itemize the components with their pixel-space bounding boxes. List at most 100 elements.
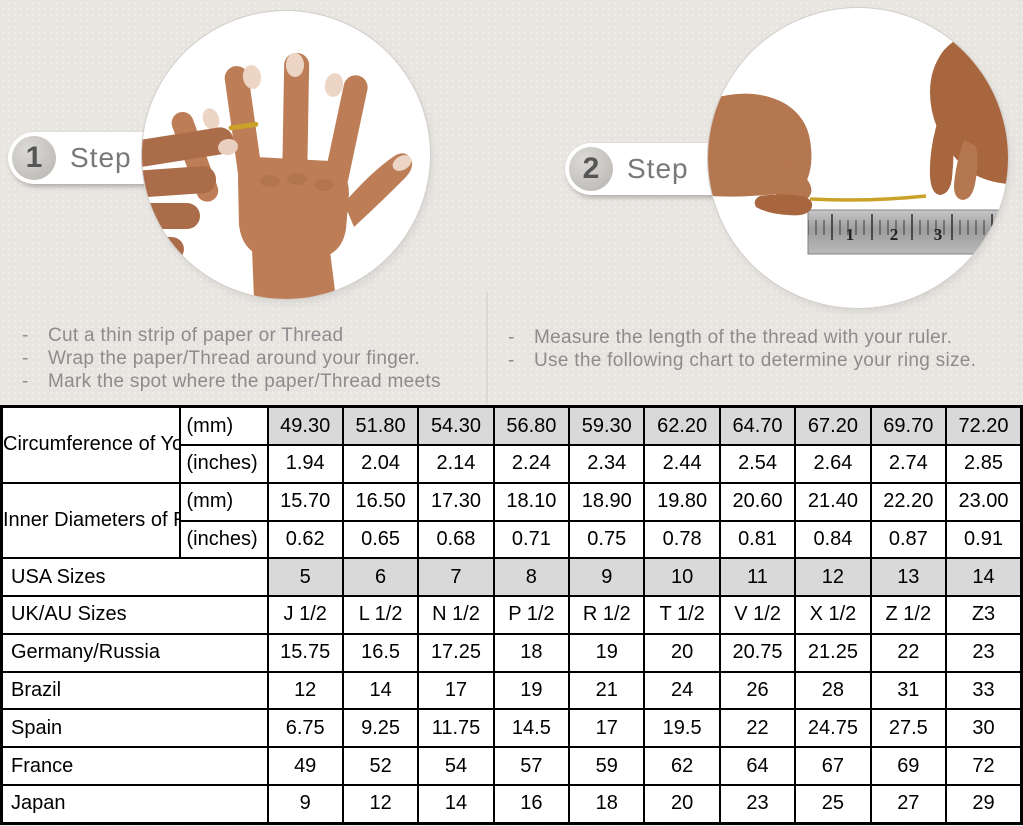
table-row-circumference-mm: Circumference of Your Finger (mm) 49.30 … [0, 405, 1023, 484]
how-to-measure-section: 1 Step 2 Step [0, 0, 1023, 405]
value-cell: 0.62 [266, 519, 344, 560]
value-cell: 22 [718, 708, 797, 749]
value-cell: 18 [492, 632, 571, 673]
value-cell: 24.75 [794, 708, 872, 749]
value-cell: 64 [718, 746, 797, 786]
value-cell: R 1/2 [568, 595, 646, 635]
value-cell: 49 [266, 746, 344, 786]
value-cell: 2.85 [945, 444, 1023, 484]
instruction-text: Use the following chart to determine you… [534, 350, 977, 371]
value-cell: 9 [266, 783, 344, 825]
instruction-line: - Mark the spot where the paper/Thread m… [22, 370, 441, 393]
value-cell: 19.80 [643, 481, 721, 522]
value-cell: 14 [417, 783, 495, 825]
value-cell: 27.5 [869, 708, 948, 749]
value-cell: 2.54 [718, 444, 797, 484]
table-row-germany-russia: Germany/Russia 15.75 16.5 17.25 18 19 20… [0, 632, 1023, 673]
value-cell: 21.25 [794, 632, 872, 673]
table-row-circumference-inches: (inches) 1.94 2.04 2.14 2.24 2.34 2.44 2… [2, 444, 1023, 484]
ring-size-chart-table: Circumference of Your Finger (mm) 49.30 … [0, 405, 1023, 825]
table-row-spain: Spain 6.75 9.25 11.75 14.5 17 19.5 22 24… [0, 708, 1023, 749]
step-1-photo [142, 11, 430, 299]
row-label: UK/AU Sizes [0, 595, 269, 635]
instruction-line: - Wrap the paper/Thread around your fing… [22, 347, 441, 370]
value-cell: 19 [568, 632, 646, 673]
value-cell: 5 [266, 557, 344, 598]
bullet-dash: - [508, 350, 515, 371]
value-cell: 6 [341, 557, 420, 598]
value-cell: 27 [869, 783, 948, 825]
instruction-line: - Measure the length of the thread with … [508, 326, 976, 349]
value-cell: 10 [643, 557, 721, 598]
value-cell: X 1/2 [794, 595, 872, 635]
step-2-number: 2 [569, 147, 613, 191]
value-cell: 16.5 [341, 632, 420, 673]
step-2-label: Step [627, 153, 689, 184]
value-cell: 21.40 [794, 481, 872, 522]
value-cell: 59.30 [568, 405, 646, 447]
value-cell: 30 [945, 708, 1023, 749]
row-label: Brazil [0, 670, 269, 711]
value-cell: 17 [568, 708, 646, 749]
value-cell: 2.34 [568, 444, 646, 484]
value-cell: 22.20 [869, 481, 948, 522]
value-cell: 0.71 [492, 519, 571, 560]
instruction-text: Mark the spot where the paper/Thread mee… [48, 371, 441, 392]
instruction-line: - Cut a thin strip of paper or Thread [22, 324, 441, 347]
value-cell: 49.30 [266, 405, 344, 447]
value-cell: 21 [568, 670, 646, 711]
value-cell: N 1/2 [417, 595, 495, 635]
value-cell: 17 [417, 670, 495, 711]
value-cell: 57 [492, 746, 571, 786]
value-cell: 2.74 [869, 444, 948, 484]
value-cell: 15.75 [266, 632, 344, 673]
value-cell: 6.75 [266, 708, 344, 749]
value-cell: 0.87 [869, 519, 948, 560]
value-cell: T 1/2 [643, 595, 721, 635]
unit-cell: (inches) [178, 519, 269, 560]
value-cell: 12 [266, 670, 344, 711]
value-cell: 14 [945, 557, 1023, 598]
value-cell: 12 [341, 783, 420, 825]
step-2-instructions: - Measure the length of the thread with … [508, 326, 976, 372]
value-cell: 14.5 [492, 708, 571, 749]
value-cell: 8 [492, 557, 571, 598]
row-label: France [0, 746, 269, 786]
value-cell: 15.70 [266, 481, 344, 522]
ruler: 1 2 3 [807, 209, 1008, 255]
value-cell: 72.20 [945, 405, 1023, 447]
value-cell: 1.94 [266, 444, 344, 484]
value-cell: 33 [945, 670, 1023, 711]
table-row-japan: Japan 9 12 14 16 18 20 23 25 27 29 [0, 783, 1023, 825]
table-row-ukau: UK/AU Sizes J 1/2 L 1/2 N 1/2 P 1/2 R 1/… [0, 595, 1023, 635]
value-cell: 72 [945, 746, 1023, 786]
value-cell: 18.90 [568, 481, 646, 522]
value-cell: 51.80 [341, 405, 420, 447]
value-cell: 26 [718, 670, 797, 711]
bullet-dash: - [508, 327, 515, 348]
instruction-text: Measure the length of the thread with yo… [534, 327, 953, 348]
instruction-text: Cut a thin strip of paper or Thread [48, 325, 344, 346]
value-cell: 0.68 [417, 519, 495, 560]
row-label: Germany/Russia [0, 632, 269, 673]
value-cell: 18 [568, 783, 646, 825]
value-cell: 11.75 [417, 708, 495, 749]
row-label: USA Sizes [0, 557, 269, 598]
table-row-diameter-inches: (inches) 0.62 0.65 0.68 0.71 0.75 0.78 0… [2, 519, 1023, 560]
value-cell: 14 [341, 670, 420, 711]
value-cell: 20.75 [718, 632, 797, 673]
value-cell: 2.64 [794, 444, 872, 484]
row-label: Inner Diameters of Rings [0, 481, 181, 560]
value-cell: 62.20 [643, 405, 721, 447]
value-cell: 7 [417, 557, 495, 598]
value-cell: 69.70 [869, 405, 948, 447]
value-cell: 2.24 [492, 444, 571, 484]
value-cell: 62 [643, 746, 721, 786]
gold-thread [809, 194, 927, 202]
value-cell: 0.75 [568, 519, 646, 560]
value-cell: 12 [794, 557, 872, 598]
value-cell: 23 [945, 632, 1023, 673]
value-cell: 2.44 [643, 444, 721, 484]
value-cell: 31 [869, 670, 948, 711]
value-cell: V 1/2 [718, 595, 797, 635]
